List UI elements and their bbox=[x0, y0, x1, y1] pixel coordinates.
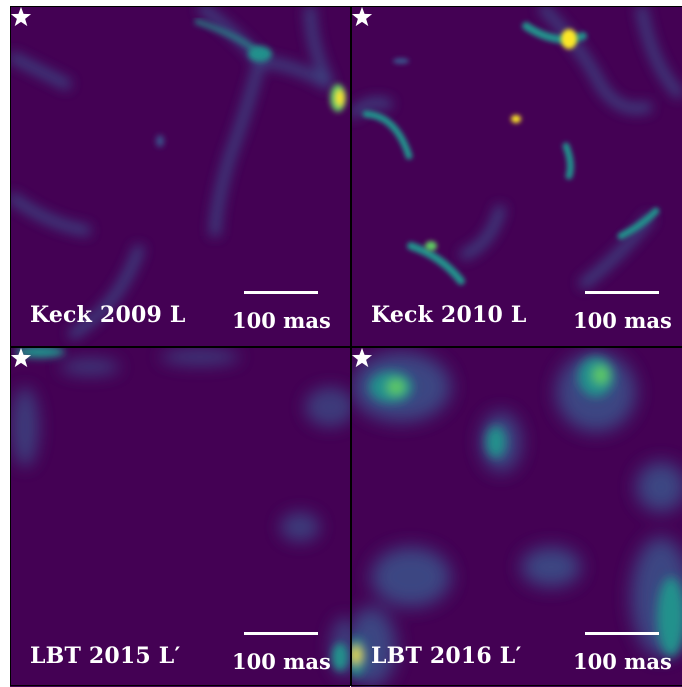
panel-divider-horizontal bbox=[10, 346, 682, 348]
keck-2009-image bbox=[10, 6, 350, 346]
panel-label: Keck 2010 L bbox=[371, 302, 527, 328]
scale-bar bbox=[585, 291, 659, 294]
scale-label: 100 mas bbox=[573, 649, 672, 674]
scale-bar bbox=[244, 291, 318, 294]
panel-lbt-2016: 100 mas LBT 2016 L′ bbox=[351, 347, 682, 687]
scale-label: 100 mas bbox=[232, 308, 331, 333]
scale-label: 100 mas bbox=[573, 308, 672, 333]
star-icon bbox=[351, 6, 373, 27]
star-icon bbox=[351, 347, 373, 368]
scale-bar bbox=[244, 632, 318, 635]
star-icon bbox=[10, 347, 32, 368]
star-icon bbox=[10, 6, 32, 27]
panel-keck-2010: 100 mas Keck 2010 L bbox=[351, 6, 682, 346]
panel-lbt-2015: 100 mas LBT 2015 L′ bbox=[10, 347, 350, 687]
scale-label: 100 mas bbox=[232, 649, 331, 674]
lbt-2015-image bbox=[10, 347, 350, 687]
panel-keck-2009: 100 mas Keck 2009 L bbox=[10, 6, 350, 346]
scale-bar bbox=[585, 632, 659, 635]
figure: 100 mas Keck 2009 L bbox=[10, 6, 682, 687]
panel-label: LBT 2016 L′ bbox=[371, 643, 522, 669]
panel-label: Keck 2009 L bbox=[30, 302, 186, 328]
panel-label: LBT 2015 L′ bbox=[30, 643, 181, 669]
keck-2010-image bbox=[351, 6, 682, 346]
lbt-2016-image bbox=[351, 347, 682, 687]
